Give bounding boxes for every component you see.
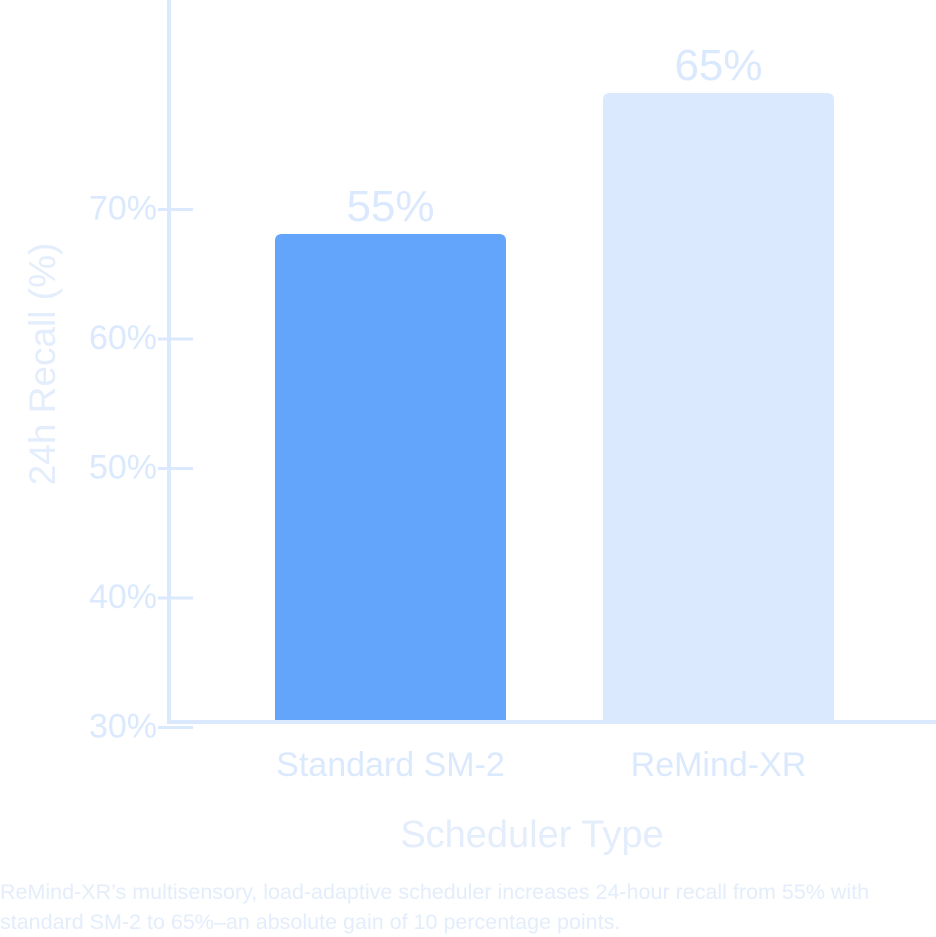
y-axis-title: 24h Recall (%): [22, 243, 63, 486]
bar-chart: 30% 40% 50% 60% 70% 55% Standard SM-2 65% ReMin…: [22, 0, 936, 856]
x-axis-title: Scheduler Type: [400, 814, 663, 856]
y-tick-label: 40%: [89, 578, 157, 616]
y-tick-label: 60%: [89, 319, 157, 357]
y-axis-ticks: 30% 40% 50% 60% 70%: [89, 189, 193, 745]
x-category-label: Standard SM-2: [276, 746, 505, 784]
bar-standard-sm2: [275, 234, 506, 720]
chart-caption: ReMind-XR’s multisensory, load-adaptive …: [0, 880, 870, 934]
bar-value-label: 55%: [346, 182, 434, 231]
x-category-label: ReMind-XR: [631, 746, 807, 784]
y-tick-label: 50%: [89, 448, 157, 486]
bar-remind-xr: [603, 93, 834, 720]
bars-group: 55% Standard SM-2 65% ReMind-XR: [275, 41, 834, 784]
y-tick-label: 30%: [89, 707, 157, 745]
bar-value-label: 65%: [674, 41, 762, 90]
y-tick-label: 70%: [89, 189, 157, 227]
